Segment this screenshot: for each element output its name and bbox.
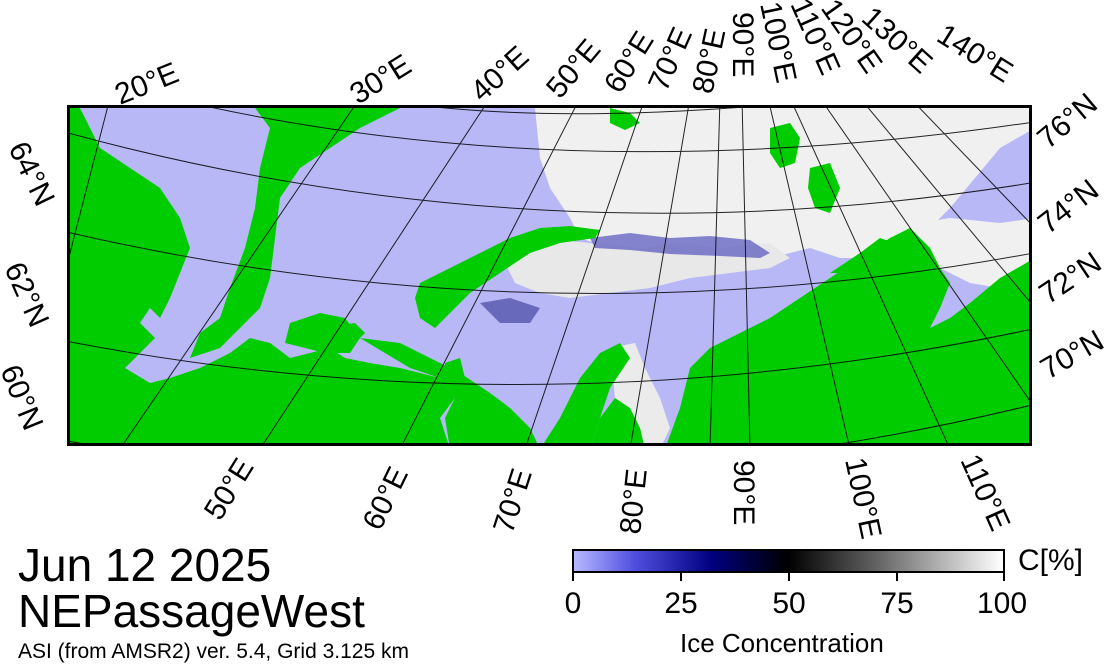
parallel-70 — [440, 108, 738, 115]
colorbar-tick — [1003, 573, 1005, 581]
land-sweden-finland — [190, 108, 400, 358]
right-lat-label: 74°N — [1032, 173, 1105, 240]
land-vaygach — [445, 358, 465, 388]
colorbar-tick-label: 50 — [772, 587, 806, 620]
ice-field-laptev — [890, 218, 1029, 288]
meridian-80 — [709, 108, 721, 443]
colorbar-unit-label: C[%] — [1018, 544, 1084, 577]
land-kola — [285, 313, 360, 353]
meridian-120 — [826, 108, 1029, 401]
data-source-note: ASI (from AMSR2) ver. 5.4, Grid 3.125 km — [18, 640, 409, 663]
top-lon-label: 30°E — [344, 48, 417, 111]
map-region-name: NEPassageWest — [18, 585, 365, 637]
bottom-lon-label: 70°E — [487, 465, 539, 537]
colorbar-title: Ice Concentration — [680, 628, 884, 658]
ice-marginal-dark — [590, 233, 770, 258]
ice-dark-patches — [480, 298, 540, 323]
top-lon-label: 90°E — [726, 12, 759, 77]
colorbar-tick — [572, 573, 574, 581]
left-lat-label: 64°N — [2, 137, 61, 212]
land-severnaya-2 — [808, 163, 840, 213]
map-canvas — [70, 108, 1029, 443]
parallel-66 — [70, 132, 1029, 214]
right-lat-label: 76°N — [1031, 87, 1104, 155]
land-russia-main — [360, 338, 538, 443]
land-novaya-zemlya — [415, 226, 600, 328]
left-lat-label: 60°N — [0, 360, 49, 435]
meridian-70 — [630, 108, 689, 443]
land-severnaya-zemlya — [770, 123, 800, 168]
right-lat-label: 72°N — [1033, 246, 1107, 311]
parallel-64 — [70, 232, 1029, 294]
top-lon-label: 140°E — [931, 18, 1018, 89]
land-gydan — [591, 398, 644, 443]
colorbar-tick-label: 75 — [880, 587, 914, 620]
colorbar-tick — [896, 573, 898, 581]
meridian-40 — [263, 108, 485, 443]
meridian-20 — [70, 108, 108, 256]
land-scandinavia — [70, 108, 455, 443]
land-kolguev — [335, 323, 365, 343]
meridian-130 — [867, 108, 1029, 302]
colorbar-tick-label: 25 — [664, 587, 698, 620]
bottom-lon-label: 110°E — [954, 449, 1017, 535]
graticule-labels: 20°E 30°E 40°E 50°E 60°E 70°E 80°E 90°E … — [0, 0, 1110, 540]
meridian-30 — [123, 108, 354, 443]
meridian-60 — [526, 108, 643, 443]
bottom-lon-label: 80°E — [614, 467, 654, 535]
bottom-lon-label: 90°E — [727, 460, 760, 525]
graticule — [70, 108, 1029, 443]
meridian-140 — [918, 108, 1029, 223]
parallel-62 — [70, 329, 1029, 385]
ice-field-north — [535, 108, 1029, 263]
land-taimyr-tip — [830, 238, 895, 273]
meridian-100 — [769, 108, 850, 443]
meridian-110 — [794, 108, 948, 443]
parallel-68 — [212, 108, 1029, 153]
colorbar-tick-label: 0 — [564, 587, 582, 620]
top-lon-label: 50°E — [540, 33, 607, 104]
meridian-50 — [402, 108, 576, 443]
top-lon-label: 40°E — [465, 40, 536, 108]
colorbar-tick — [788, 573, 790, 581]
sea-ice-map — [67, 105, 1032, 446]
bottom-lon-label: 50°E — [198, 453, 261, 526]
map-date: Jun 12 2025 — [18, 539, 272, 591]
bottom-lon-label: 100°E — [838, 455, 887, 540]
parallel-60 — [70, 405, 1029, 443]
land-siberia — [667, 228, 1029, 443]
colorbar-tick — [680, 573, 682, 581]
meridian-90 — [741, 108, 751, 443]
right-lat-label: 70°N — [1035, 324, 1110, 386]
bottom-lon-label: 60°E — [357, 462, 415, 535]
colorbar-tick-label: 100 — [976, 587, 1028, 620]
ice-concentration-colorbar — [572, 549, 1005, 573]
top-lon-label: 20°E — [110, 56, 183, 111]
land-yamal — [543, 343, 630, 443]
left-lat-label: 62°N — [0, 257, 55, 332]
